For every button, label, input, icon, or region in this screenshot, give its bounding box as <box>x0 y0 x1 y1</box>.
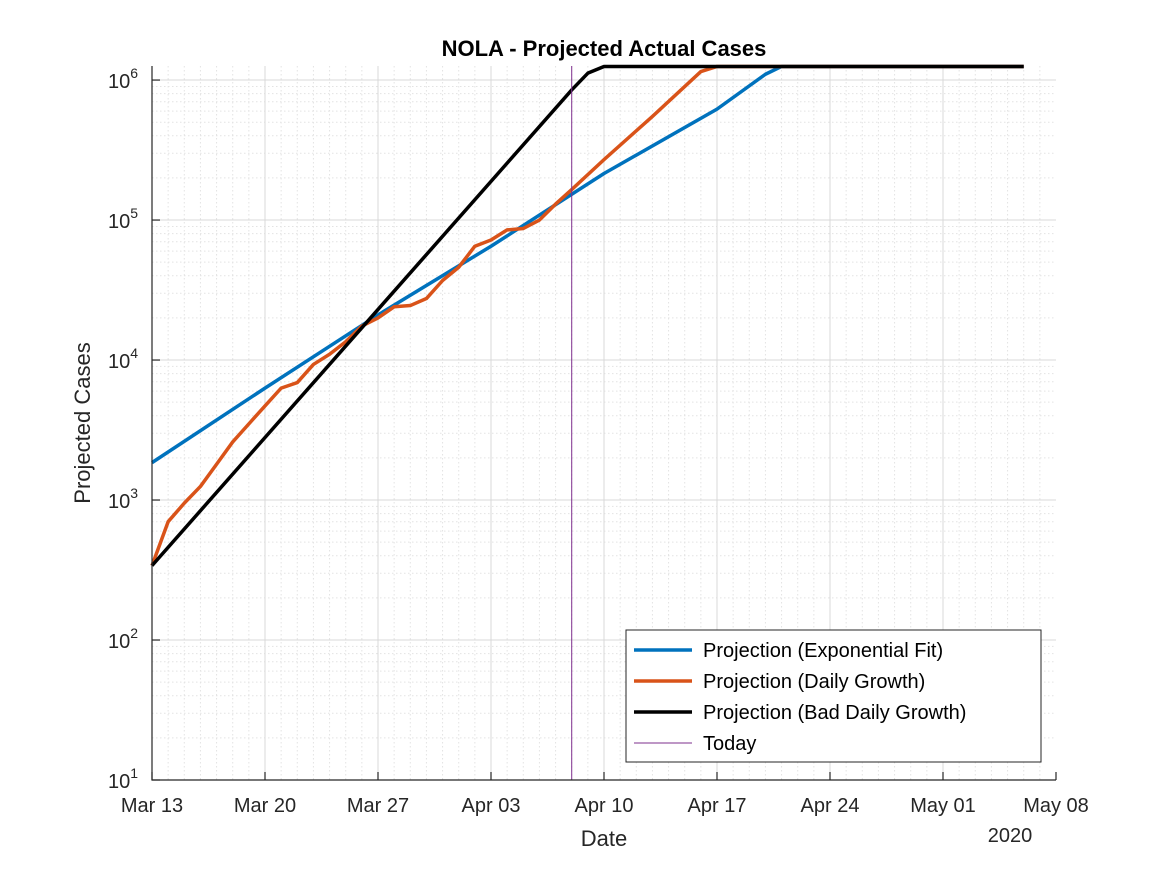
x-tick-label: Apr 17 <box>688 795 747 817</box>
legend-entry: Projection (Exponential Fit) <box>703 640 943 662</box>
chart-title: NOLA - Projected Actual Cases <box>442 36 767 61</box>
grid <box>152 66 1056 781</box>
x-tick-label: Apr 10 <box>575 795 634 817</box>
x-axis-label: Date <box>581 826 627 851</box>
x-tick-label: Mar 20 <box>234 795 296 817</box>
y-tick-label: 102 <box>108 625 138 653</box>
y-tick-label: 104 <box>108 345 138 373</box>
x-tick-label: Apr 03 <box>462 795 521 817</box>
y-tick-label: 103 <box>108 485 138 513</box>
legend-entry: Projection (Daily Growth) <box>703 671 925 693</box>
x-tick-label: May 01 <box>910 795 976 817</box>
y-axis-label: Projected Cases <box>70 342 95 503</box>
x-axis-year-label: 2020 <box>988 825 1033 847</box>
y-tick-label: 101 <box>108 765 138 793</box>
x-tick-label: Mar 27 <box>347 795 409 817</box>
series-line-2 <box>150 64 1024 567</box>
legend-entry: Projection (Bad Daily Growth) <box>703 702 966 724</box>
y-tick-label: 105 <box>108 205 138 233</box>
series-line-3 <box>150 64 1024 567</box>
y-tick-label: 106 <box>108 65 138 93</box>
series-line-1 <box>151 64 1024 465</box>
x-tick-label: May 08 <box>1023 795 1089 817</box>
x-tick-label: Mar 13 <box>121 795 183 817</box>
axes: 101 102 103 104 105 106 Mar 13 Mar 20 Mar 27 Apr … <box>108 65 1089 817</box>
axis-frame <box>151 66 1056 781</box>
legend-box <box>625 629 1042 763</box>
plot-area <box>150 64 1024 780</box>
legend: Projection (Exponential Fit) Projection (… <box>625 629 1042 763</box>
x-tick-label: Apr 24 <box>801 795 860 817</box>
legend-entry: Today <box>703 733 756 755</box>
